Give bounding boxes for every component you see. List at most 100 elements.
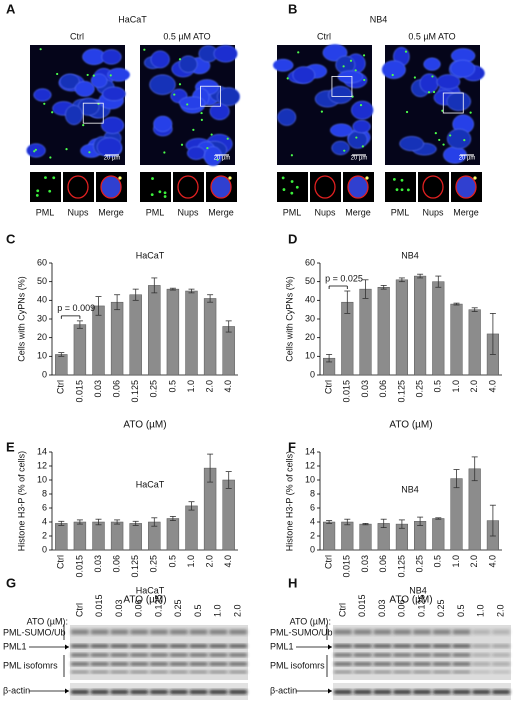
x-tick-label: 0.125	[130, 555, 140, 578]
band	[229, 670, 248, 674]
bar	[414, 275, 427, 376]
dose: 0.125	[153, 594, 163, 617]
bar	[166, 288, 180, 376]
pml-dot	[82, 123, 85, 127]
x-tick-label: 1.0	[186, 380, 196, 393]
nucleus	[272, 58, 294, 72]
pml-dot	[349, 59, 353, 62]
pml-dot	[163, 195, 167, 198]
band	[393, 670, 412, 674]
panel-title: HaCaT	[118, 14, 147, 24]
band	[413, 653, 431, 657]
panel-letter: D	[288, 231, 297, 246]
pml-dot	[438, 138, 441, 142]
pml-dot	[359, 103, 363, 107]
nuclear-envelope	[455, 175, 477, 199]
micrograph	[26, 45, 131, 165]
blot-title: HaCaT	[136, 585, 165, 595]
actin-band	[110, 690, 129, 694]
nucleus	[187, 146, 206, 160]
actin-band	[472, 690, 491, 694]
band	[472, 670, 491, 674]
band-label: PML1	[270, 641, 294, 651]
panel-letter: A	[6, 1, 16, 16]
x-axis-label: ATO (µM)	[389, 595, 432, 606]
inset	[277, 172, 308, 202]
actin-band	[492, 690, 511, 694]
scale-bar-label: 20 µm	[351, 156, 368, 162]
pml-dot	[405, 110, 409, 114]
nuclear-envelope	[422, 175, 444, 199]
y-tick-label: 0	[42, 369, 47, 379]
band	[229, 629, 248, 635]
x-tick-label: 0.5	[433, 380, 443, 393]
condition-label: 0.5 µM ATO	[408, 31, 455, 41]
pml-dot	[178, 58, 182, 61]
dose: 0.06	[134, 599, 144, 617]
x-axis-label: ATO (µM)	[123, 595, 166, 606]
inset-label: PML	[36, 207, 55, 217]
y-tick-label: 10	[305, 474, 315, 484]
band	[393, 653, 412, 657]
band	[209, 629, 228, 635]
band	[130, 653, 149, 657]
band	[209, 644, 228, 648]
pml-dot	[44, 176, 47, 180]
chart-title: NB4	[401, 250, 419, 260]
nucleus	[102, 86, 126, 102]
band	[393, 629, 412, 635]
band	[333, 670, 352, 674]
x-tick-label: 0.015	[74, 555, 84, 578]
band	[432, 644, 451, 648]
y-tick-label: 30	[37, 313, 47, 323]
pml-dot	[354, 69, 357, 72]
x-tick-label: 0.125	[396, 380, 406, 403]
bar	[92, 521, 105, 551]
pml-dot	[48, 189, 52, 193]
y-tick-label: 14	[37, 446, 47, 456]
x-tick-label: 0.125	[130, 380, 140, 403]
nuclear-envelope	[100, 175, 122, 199]
actin-band	[393, 690, 412, 694]
inset	[140, 172, 171, 202]
band	[70, 653, 89, 657]
band	[229, 644, 248, 648]
pml-dot	[427, 91, 431, 94]
nucleus	[381, 60, 406, 79]
bar	[110, 521, 124, 551]
actin-band	[90, 690, 109, 694]
pml-dot	[290, 154, 293, 157]
x-tick-label: Ctrl	[323, 555, 333, 569]
loading-label: β-actin	[270, 685, 297, 695]
nucleus	[211, 176, 231, 198]
x-tick-label: 0.03	[93, 555, 103, 573]
band	[169, 653, 188, 657]
x-tick-label: 1.0	[451, 555, 461, 568]
nucleus	[65, 105, 83, 125]
chart-title: HaCaT	[136, 250, 165, 260]
pml-dot	[355, 136, 358, 139]
arrow-head	[328, 688, 332, 694]
nucleus	[213, 45, 238, 63]
y-tick-label: 6	[42, 502, 47, 512]
band	[432, 662, 451, 666]
band	[70, 629, 89, 635]
pml-dot	[361, 145, 364, 148]
dose: 0.015	[94, 594, 104, 617]
inset-label: Merge	[98, 207, 124, 217]
chart-title: HaCaT	[136, 479, 165, 489]
band	[432, 653, 451, 657]
y-axis-label: Histone H3-P (% of cells)	[16, 451, 26, 551]
pml-dot	[173, 93, 176, 96]
band	[492, 629, 511, 635]
band	[130, 662, 149, 666]
band	[353, 653, 372, 657]
nucleus	[74, 81, 95, 97]
dose-label: ATO (µM):	[27, 616, 68, 626]
nuclear-envelope	[67, 175, 89, 199]
band	[150, 662, 168, 666]
nucleus	[348, 176, 368, 198]
y-tick-label: 40	[37, 295, 47, 305]
pml-dot	[35, 193, 39, 197]
y-tick-label: 0	[310, 369, 315, 379]
